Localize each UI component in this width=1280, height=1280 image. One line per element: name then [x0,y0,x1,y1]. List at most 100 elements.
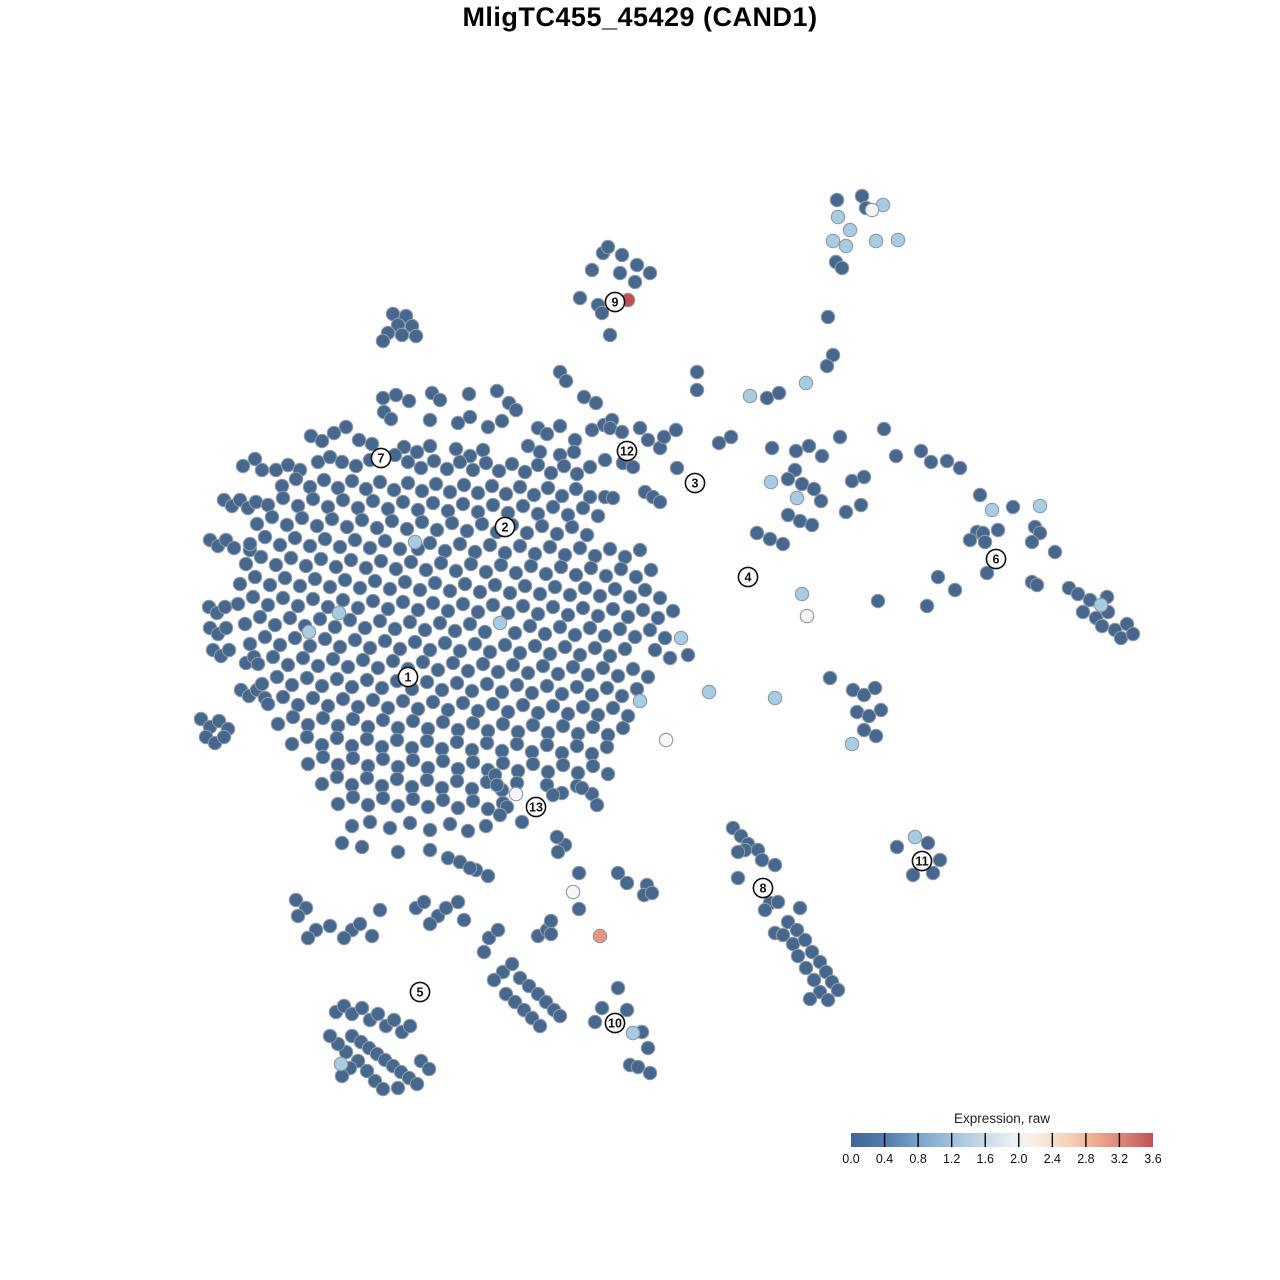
data-point-base [829,192,845,208]
cluster-label-number: 3 [692,476,699,490]
data-point-base [629,681,645,697]
data-point-base [775,536,791,552]
data-point-base [419,772,435,788]
data-point-base [600,239,616,255]
data-point-base [543,913,559,929]
data-point-base [556,458,572,474]
data-point-base [288,892,304,908]
data-point-base [294,510,310,526]
data-point-base [625,661,641,677]
data-point-base [610,980,626,996]
data-point-base [494,413,510,429]
cluster-label-circle [525,796,547,818]
data-point-base [495,964,511,980]
data-point-base [569,738,585,754]
data-point-base [600,766,616,782]
data-point-base [540,725,556,741]
data-point-base [550,666,566,682]
data-point-base [510,724,526,740]
data-point-base [972,487,988,503]
cluster-label-10: 10 [604,1012,626,1034]
data-point-base [268,462,284,478]
data-point-base [463,556,479,572]
data-point-base [358,481,374,497]
data-point-base [320,698,336,714]
data-point-base [242,636,258,652]
data-point-base [217,599,233,615]
data-point-base [315,710,331,726]
data-point-base [332,539,348,555]
data-point-base [324,511,340,527]
data-point-base [357,620,373,636]
data-point-base [455,496,471,512]
data-point-base [585,719,601,735]
data-point-light [625,1025,641,1041]
data-point-base [542,646,558,662]
data-point-base [377,633,393,649]
data-point-base [350,600,366,616]
cluster-label-number: 1 [405,670,412,684]
data-point-salmon [592,928,608,944]
data-point-base [221,642,237,658]
data-point-base [420,760,436,776]
data-point-base [380,601,396,617]
data-point-base [610,865,626,881]
points-layer [193,188,1141,1097]
data-point-base [535,658,551,674]
data-point-base [377,533,393,549]
data-point-base [464,742,480,758]
data-point-base [814,448,830,464]
data-point-base [328,559,344,575]
data-point-base [351,432,367,448]
data-point-base [290,598,306,614]
data-point-base [565,659,581,675]
cluster-label-number: 4 [745,570,752,584]
data-point-base [640,1040,656,1056]
data-point-light [789,490,805,506]
data-point-base [913,443,929,459]
data-point-base [832,429,848,445]
data-point-base [339,519,355,535]
data-point-base [426,453,442,469]
data-point-base [322,449,338,465]
data-point-base [1005,499,1021,515]
data-point-base [452,643,468,659]
data-point-base [510,763,526,779]
data-point-base [450,722,466,738]
data-point-base [582,459,598,475]
data-point-base [272,637,288,653]
data-point-base [542,539,558,555]
data-point-base [584,422,600,438]
data-point-base [437,543,453,559]
cluster-label-1: 1 [397,666,419,688]
data-point-base [524,685,540,701]
data-point-base [711,435,727,451]
data-point-base [390,844,406,860]
data-point-base [537,626,553,642]
data-point-base [284,736,300,752]
data-point-base [438,900,454,916]
data-point-base [322,918,338,934]
data-point-base [342,612,358,628]
data-point-base [889,839,905,855]
data-point-base [465,462,481,478]
data-point-base [388,387,404,403]
data-point-base [557,547,573,563]
data-point-base [257,629,273,645]
data-point-base [268,557,284,573]
cluster-label-circle [752,877,774,899]
data-point-base [302,479,318,495]
data-point-base [567,627,583,643]
data-point-base [545,499,561,515]
data-point-base [640,432,656,448]
data-point-base [422,535,438,551]
data-point-base [619,1002,635,1018]
data-point-base [425,694,441,710]
data-point-base [873,702,889,718]
data-point-base [375,333,391,349]
data-point-base [340,659,356,675]
data-point-base [415,654,431,670]
data-point-base [395,494,411,510]
data-point-base [295,650,311,666]
